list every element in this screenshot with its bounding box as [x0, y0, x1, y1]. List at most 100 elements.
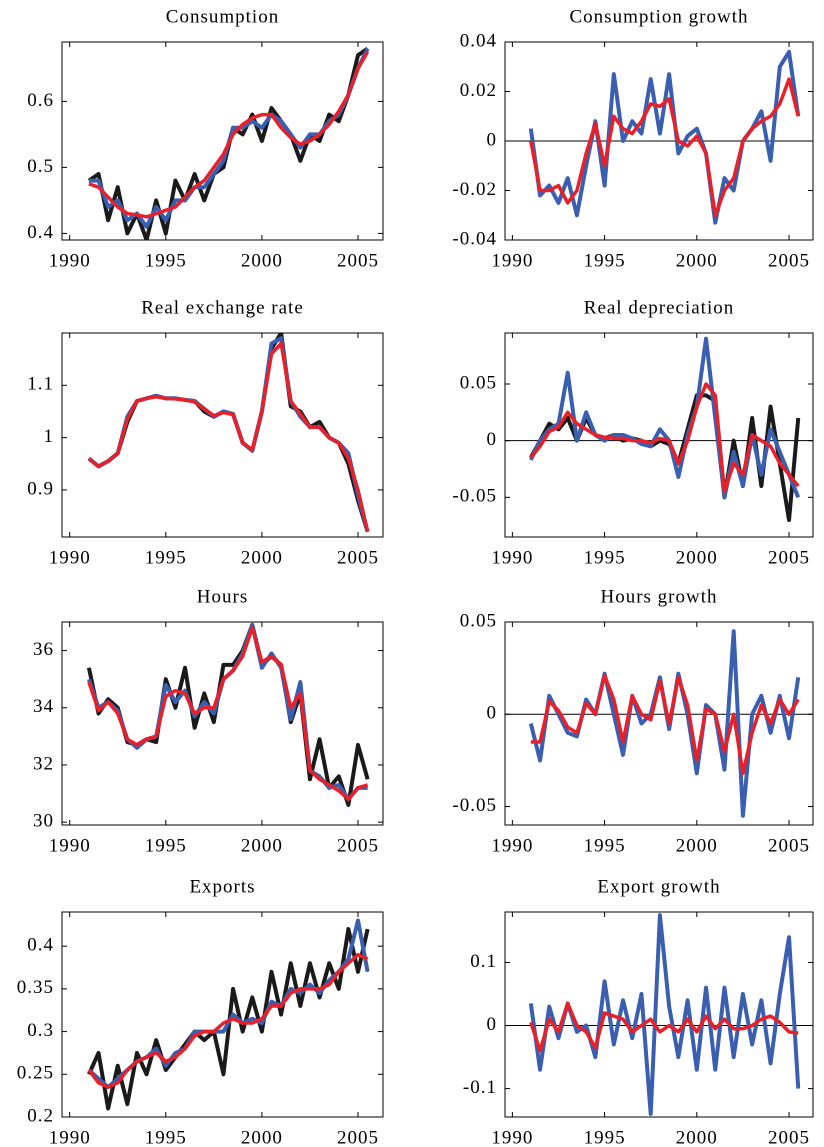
y-tick-label: 32: [33, 753, 54, 774]
series-line: [87, 952, 369, 1089]
series-line: [87, 341, 370, 533]
y-tick-label: 1.1: [27, 374, 54, 395]
axes-frame: [504, 332, 814, 538]
x-tick-label: 1995: [584, 1127, 626, 1147]
series-line: [88, 47, 370, 229]
axes-frame: [61, 41, 384, 241]
y-tick-label: 0.04: [460, 30, 497, 51]
y-tick-label: 0.6: [27, 90, 54, 111]
panel: Consumption 1990 1995 2000 2005 0.4 0.5 0.6: [27, 6, 384, 271]
series-line: [529, 77, 800, 217]
x-tick-label: 1990: [491, 835, 533, 856]
x-tick-label: 1995: [145, 1127, 187, 1147]
y-tick-label: 36: [33, 639, 54, 660]
y-tick-label: 0.5: [27, 156, 54, 177]
x-tick-label: 2005: [337, 835, 379, 856]
x-tick-label: 1990: [49, 835, 91, 856]
x-tick-label: 1990: [49, 547, 91, 568]
panel: Exports 1990 1995 2000 2005 0.2 0.25 0.3 0.35 0.4: [17, 876, 384, 1147]
chart-title: Export growth: [597, 876, 720, 897]
y-tick-label: 0.4: [27, 222, 54, 243]
y-tick-label: -0.05: [452, 486, 497, 507]
x-tick-label: 1995: [584, 250, 626, 271]
x-tick-label: 1990: [491, 547, 533, 568]
chart-title: Hours: [197, 586, 248, 607]
x-tick-label: 2000: [241, 547, 283, 568]
panel: Hours growth 1990 1995 2000 2005 -0.05 0 0.05: [452, 586, 814, 856]
y-tick-label: -0.02: [452, 179, 497, 200]
y-tick-label: 0.3: [27, 1020, 54, 1041]
x-tick-label: 1990: [491, 250, 533, 271]
y-tick-label: 0: [487, 1014, 498, 1035]
x-tick-label: 2005: [337, 250, 379, 271]
x-tick-label: 2000: [676, 1127, 718, 1147]
axes-frame: [61, 911, 384, 1118]
axes-frame: [504, 41, 814, 241]
y-tick-label: 0.4: [27, 935, 54, 956]
y-tick-label: 0.05: [460, 372, 497, 393]
y-tick-label: 0.05: [460, 610, 497, 631]
chart-title: Consumption: [166, 6, 279, 27]
y-tick-label: 30: [33, 811, 54, 832]
y-tick-label: 0.02: [460, 80, 497, 101]
x-tick-label: 1995: [145, 250, 187, 271]
x-tick-label: 2000: [241, 835, 283, 856]
x-tick-label: 1995: [145, 547, 187, 568]
series-line: [530, 673, 800, 776]
x-tick-label: 1995: [584, 835, 626, 856]
y-tick-label: 1: [44, 426, 55, 447]
panel: Export growth 1990 1995 2000 2005 -0.1 0 0.1: [463, 876, 814, 1147]
y-tick-label: -0.04: [452, 228, 497, 249]
y-tick-label: 0: [487, 129, 498, 150]
y-tick-label: 0.9: [27, 478, 54, 499]
series-line: [529, 336, 801, 500]
axes-frame: [61, 621, 384, 826]
y-tick-label: 0.35: [17, 977, 54, 998]
chart-title: Hours growth: [600, 586, 717, 607]
chart-title: Consumption growth: [570, 6, 749, 27]
series-line: [87, 625, 369, 802]
chart-title: Real depreciation: [584, 297, 734, 318]
y-tick-label: -0.05: [452, 795, 497, 816]
y-tick-label: 34: [33, 696, 54, 717]
x-tick-label: 2000: [676, 547, 718, 568]
chart-title: Real exchange rate: [141, 297, 304, 318]
panel: Hours 1990 1995 2000 2005 30 32 34 36: [33, 586, 384, 856]
x-tick-label: 2000: [676, 250, 718, 271]
series-line: [529, 382, 800, 494]
x-tick-label: 1990: [49, 1127, 91, 1147]
series-line: [86, 622, 370, 807]
series-line: [528, 913, 801, 1116]
y-tick-label: 0.25: [17, 1063, 54, 1084]
x-tick-label: 2000: [241, 1127, 283, 1147]
panel: Consumption growth 1990 1995 2000 2005 -0.04 -…: [452, 6, 814, 271]
x-tick-label: 1995: [584, 547, 626, 568]
x-tick-label: 2005: [337, 1127, 379, 1147]
series-line: [529, 1001, 799, 1053]
x-tick-label: 2005: [768, 250, 810, 271]
x-tick-label: 2005: [768, 835, 810, 856]
series-line: [87, 918, 370, 1090]
x-tick-label: 1990: [49, 250, 91, 271]
x-tick-label: 1990: [491, 1127, 533, 1147]
y-tick-label: 0.2: [27, 1105, 54, 1126]
y-tick-label: 0: [487, 429, 498, 450]
x-tick-label: 1995: [145, 835, 187, 856]
x-tick-label: 2005: [768, 547, 810, 568]
panel: Real depreciation 1990 1995 2000 2005 -0.05 0 0…: [452, 297, 814, 568]
axes-frame: [61, 332, 384, 538]
axes-frame: [504, 621, 814, 826]
x-tick-label: 2000: [676, 835, 718, 856]
series-line: [87, 927, 370, 1111]
x-tick-label: 2000: [241, 250, 283, 271]
series-line: [528, 629, 801, 818]
axes-frame: [504, 911, 814, 1118]
chart-title: Exports: [189, 876, 255, 897]
panel: Real exchange rate 1990 1995 2000 2005 0.9 1 1.…: [27, 297, 384, 568]
y-tick-label: 0.1: [470, 951, 497, 972]
y-tick-label: -0.1: [463, 1077, 497, 1098]
x-tick-label: 2005: [768, 1127, 810, 1147]
series-line: [88, 51, 370, 219]
